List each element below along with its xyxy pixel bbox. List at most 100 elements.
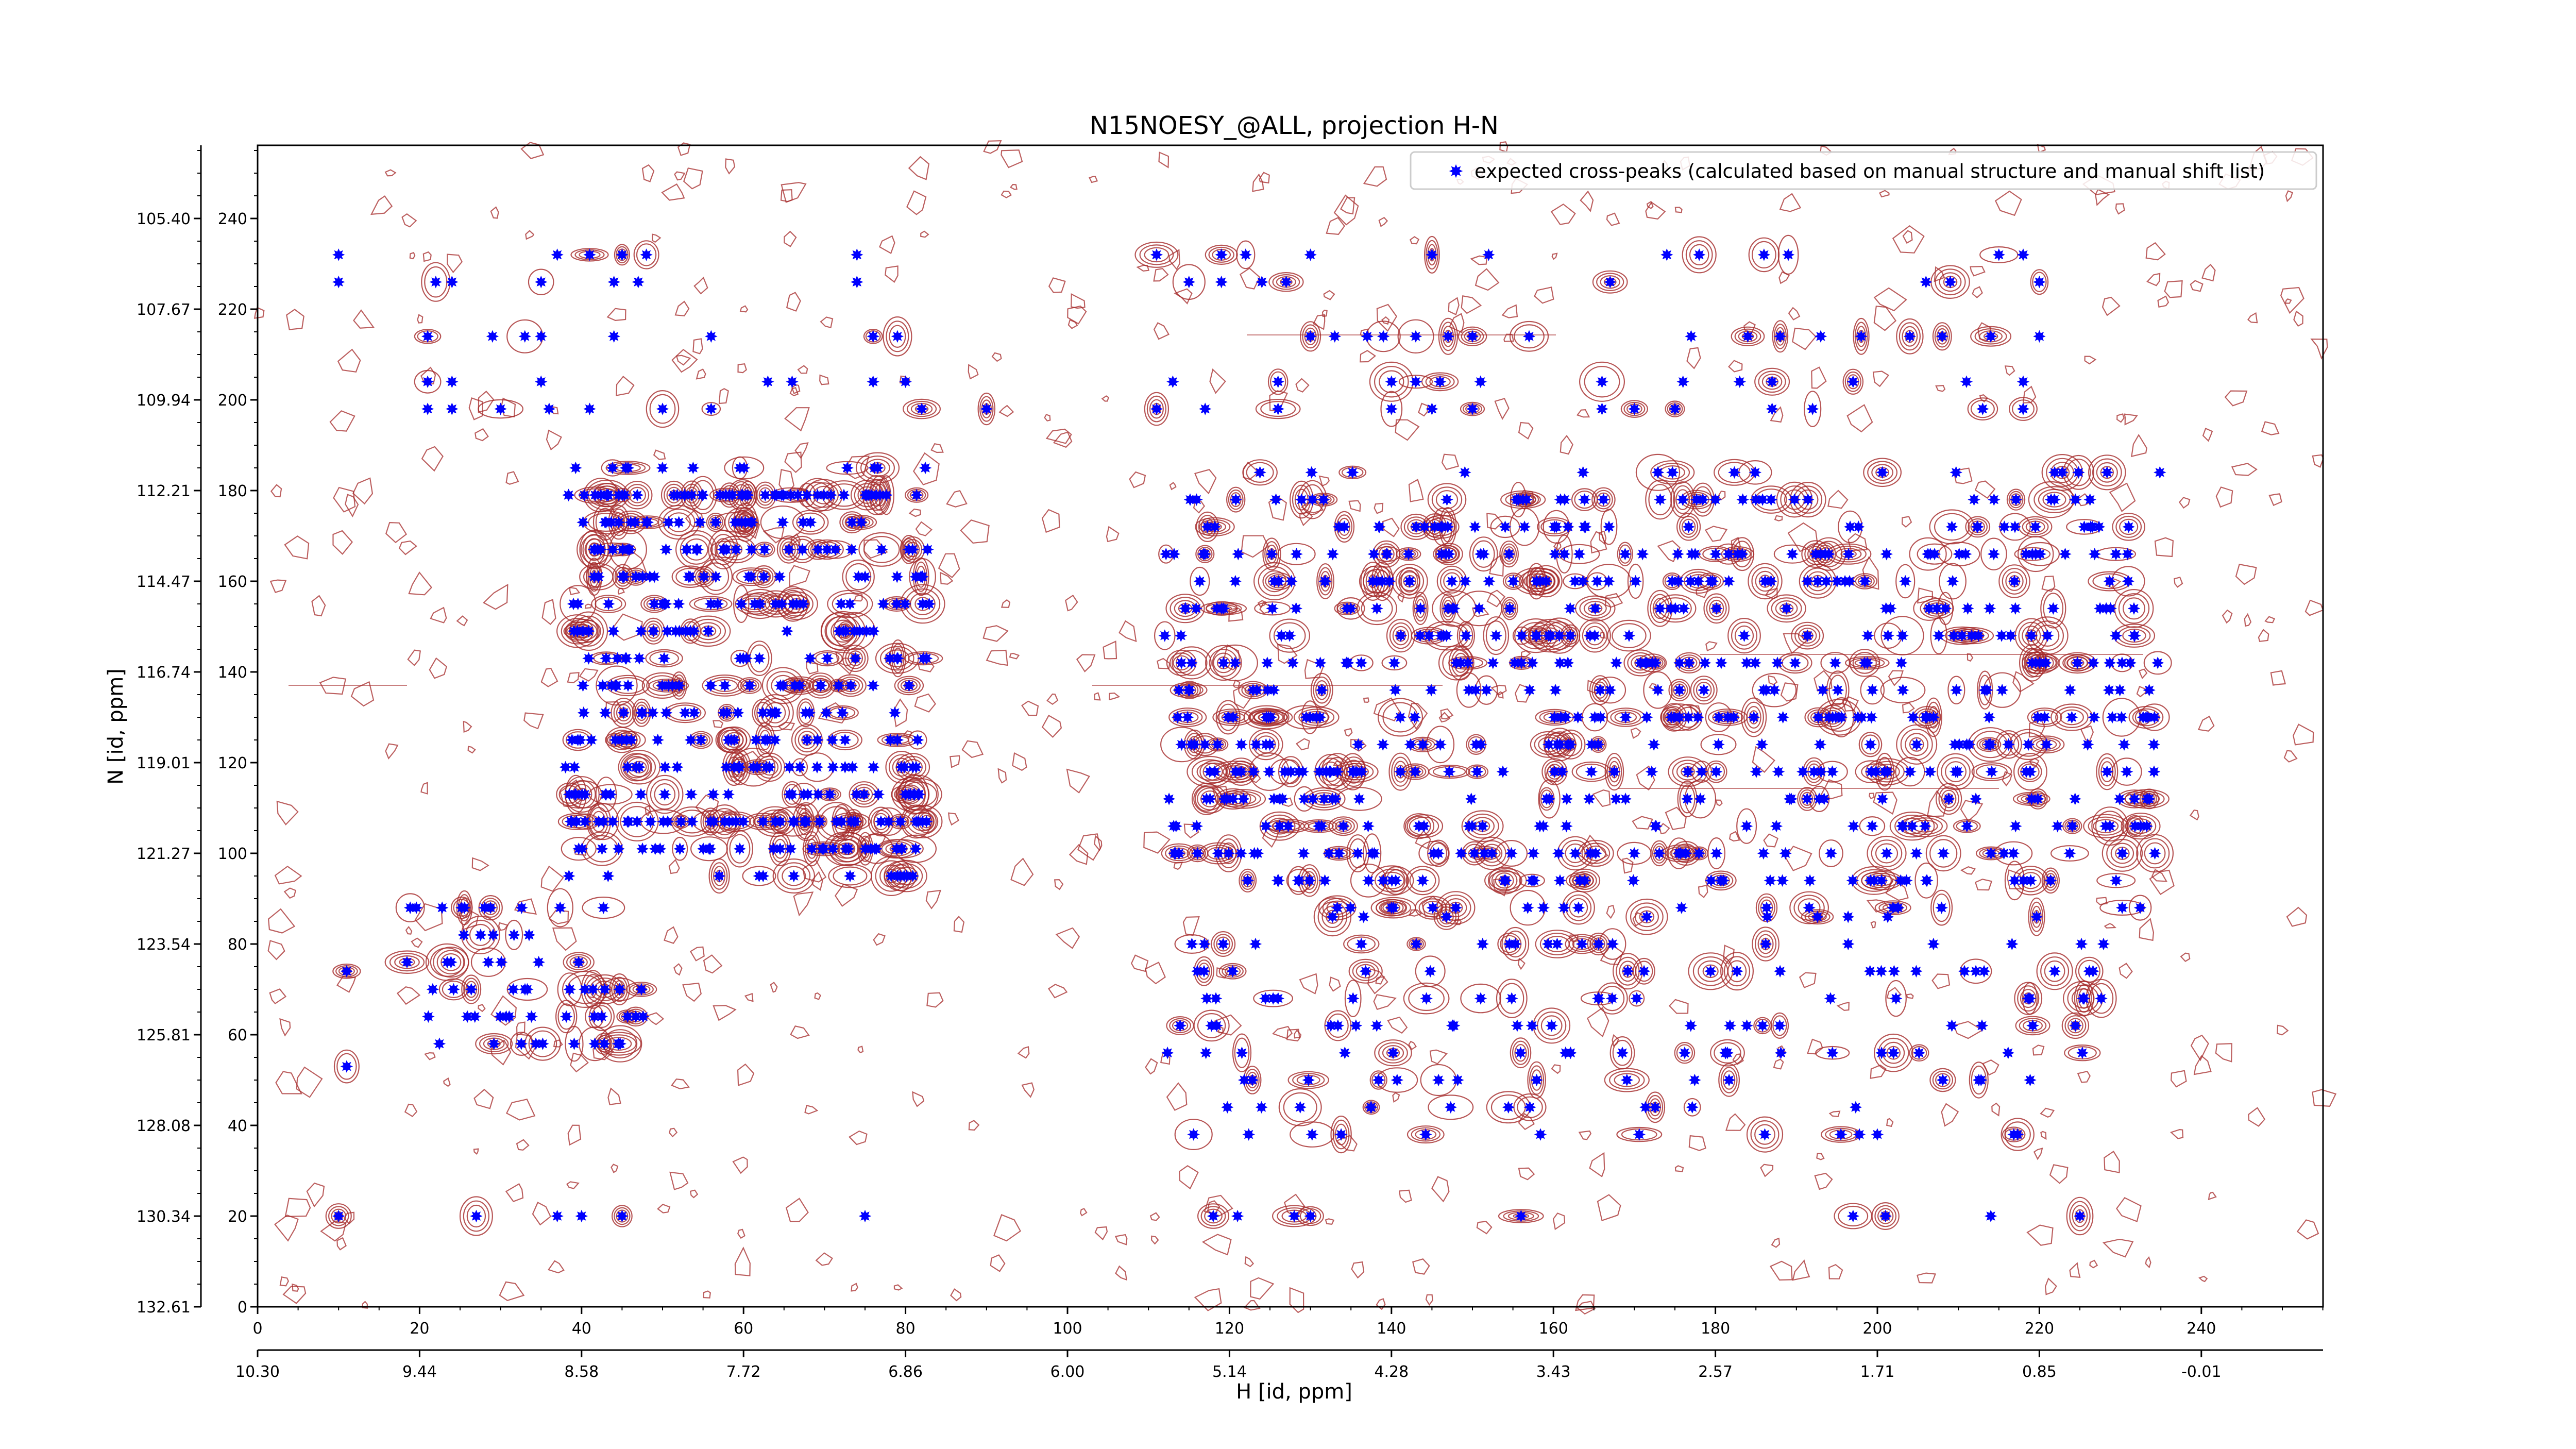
cross-peak (784, 488, 797, 502)
peak-contour (2018, 761, 2042, 782)
noise-contour (2283, 750, 2298, 763)
peak-contour (1971, 762, 2012, 781)
peak-contour (1197, 1013, 1226, 1038)
peak-contour (1939, 272, 1962, 292)
peak-contour (1228, 489, 1244, 510)
noise-contour (789, 565, 810, 587)
cross-peak (659, 597, 672, 611)
cross-peak (2147, 765, 2161, 778)
cross-peak (891, 330, 904, 343)
peak-contour (2071, 988, 2095, 1009)
noise-contour (1340, 197, 1355, 215)
peak-contour (810, 539, 844, 560)
noise-contour (2202, 428, 2213, 442)
noise-contour (1228, 608, 1244, 622)
noise-contour (2109, 482, 2136, 512)
noise-contour (1648, 683, 1658, 690)
cross-peak (571, 625, 584, 638)
noise-contour (1632, 816, 1653, 830)
cross-peak (1639, 1101, 1652, 1114)
noise-contour (778, 469, 794, 497)
peak-contour (1609, 1036, 1635, 1070)
cross-peak (597, 815, 610, 828)
noise-contour (848, 1130, 868, 1145)
peak-contour (977, 392, 996, 426)
peak-contour (1488, 866, 1521, 895)
cross-peak (1826, 765, 1839, 778)
peak-contour (1682, 236, 1717, 274)
peak-contour (505, 919, 523, 950)
cross-peak (684, 733, 698, 747)
peak-contour (1330, 1116, 1352, 1154)
cross-peak (1814, 738, 1827, 751)
noise-contour (1568, 934, 1579, 943)
noise-contour (540, 667, 558, 687)
noise-contour (1972, 286, 1983, 298)
cross-peak (1480, 683, 1493, 697)
cross-peak (1505, 847, 1518, 860)
noise-contour (398, 540, 417, 555)
noise-contour (2224, 390, 2248, 407)
cross-peak (1217, 656, 1230, 669)
noise-contour (1886, 1118, 1894, 1127)
cross-peak (1346, 466, 1359, 479)
cross-peak (1683, 656, 1696, 669)
cross-peak (629, 1010, 642, 1023)
cross-peak (1297, 847, 1310, 860)
cross-peak (495, 955, 508, 969)
cross-peak (2069, 793, 2081, 805)
peak-contour (1743, 701, 1764, 733)
peak-contour (1874, 900, 1911, 915)
peak-contour (1404, 814, 1444, 838)
cross-peak (1651, 466, 1665, 479)
cross-peak (1895, 819, 1909, 833)
cross-peak (671, 488, 684, 502)
peak-contour (2004, 1121, 2031, 1148)
peak-contour (1934, 325, 1950, 348)
noise-contour (1382, 517, 1400, 537)
cross-peak (662, 679, 675, 692)
cross-peak (1420, 992, 1433, 1005)
cross-peak (1290, 602, 1302, 615)
cross-peak (2117, 738, 2131, 751)
cross-peak (1972, 629, 1985, 642)
cross-peak (1377, 330, 1390, 343)
peak-contour (1269, 618, 1311, 653)
peak-contour (414, 329, 442, 344)
cross-peak (1313, 765, 1326, 778)
noise-contour (284, 1198, 311, 1218)
noise-contour (478, 390, 495, 413)
cross-peak (1602, 575, 1615, 588)
cross-peak (2073, 1209, 2087, 1223)
noise-contour (986, 649, 1008, 666)
cross-peak (735, 597, 748, 611)
cross-peak (536, 1037, 549, 1050)
noise-contour (2084, 356, 2097, 365)
cross-peak (1167, 547, 1181, 561)
cross-peak (845, 543, 858, 556)
noise-contour (1991, 1102, 2001, 1117)
cross-peak (1723, 1019, 1737, 1032)
peak-contour (701, 402, 721, 416)
cross-peak (1768, 683, 1781, 697)
noise-contour (1272, 1025, 1293, 1039)
cross-peak (791, 488, 804, 502)
cross-peak (1572, 901, 1585, 914)
cross-peak (1368, 847, 1381, 860)
cross-peak (909, 570, 922, 583)
peak-contour (2093, 819, 2119, 833)
noise-contour (1879, 190, 1890, 198)
cross-peak (1249, 738, 1263, 751)
peak-contour (1720, 952, 1754, 991)
cross-peak (1875, 965, 1888, 978)
noise-contour (893, 1284, 903, 1291)
noise-contour (1094, 692, 1101, 701)
cross-peak (1466, 330, 1479, 343)
cross-peak (534, 275, 548, 289)
peak-contour (2012, 791, 2050, 806)
peak-contour (1212, 644, 1258, 682)
noise-contour (2104, 1150, 2120, 1173)
noise-contour (2136, 685, 2147, 698)
cross-peak (577, 706, 590, 719)
cross-peak (607, 275, 620, 289)
